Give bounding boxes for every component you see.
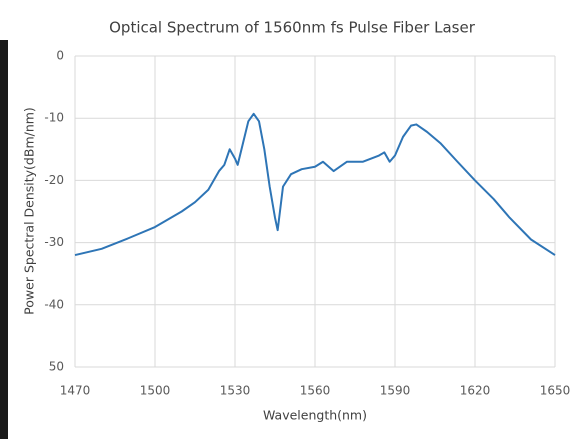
y-axis-title: Power Spectral Density(dBm/nm) [22,107,37,315]
y-tick-label: -40 [44,297,64,311]
x-tick-label: 1620 [460,384,491,398]
edge-strip [0,40,8,439]
y-tick-label: 0 [56,49,64,63]
chart-title: Optical Spectrum of 1560nm fs Pulse Fibe… [109,19,476,37]
data-line [74,112,556,257]
x-tick-label: 1560 [300,384,331,398]
x-tick-label: 1470 [60,384,91,398]
x-axis-title: Wavelength(nm) [263,408,367,423]
x-tick-label: 1650 [540,384,571,398]
y-tick-label: -30 [44,235,64,249]
x-tick-label: 1530 [220,384,251,398]
y-tick-label: 50 [49,360,64,374]
y-tick-label: -20 [44,173,64,187]
x-tick-label: 1590 [380,384,411,398]
y-tick-label: -10 [44,111,64,125]
x-tick-label: 1500 [140,384,171,398]
